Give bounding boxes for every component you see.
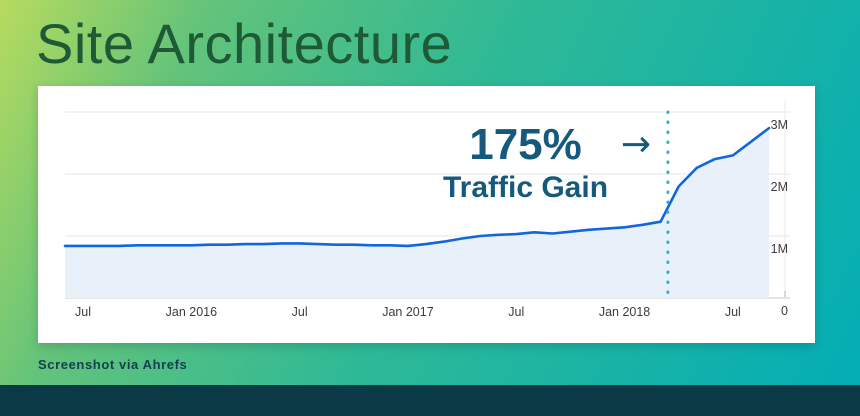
percent-value: 175% xyxy=(469,120,582,169)
traffic-gain-annotation: 175% → Traffic Gain xyxy=(418,120,651,204)
traffic-area-chart: Jul Jan 2016 Jul Jan 2017 Jul Jan 2018 Jul 3M 2M… xyxy=(63,100,790,319)
y-tick-label: 1M xyxy=(771,242,788,256)
area-fill xyxy=(65,128,769,298)
page-title: Site Architecture xyxy=(36,12,453,75)
x-tick-label: Jul xyxy=(725,305,741,319)
y-tick-label: 2M xyxy=(771,180,788,194)
y-tick-label: 3M xyxy=(771,118,788,132)
percent-row: 175% → xyxy=(418,120,651,169)
x-tick-label: Jan 2017 xyxy=(382,305,433,319)
bottom-bar xyxy=(0,385,860,416)
source-caption: Screenshot via Ahrefs xyxy=(38,357,188,372)
x-tick-label: Jul xyxy=(75,305,91,319)
arrow-right-icon: → xyxy=(620,124,651,165)
chart-card: Jul Jan 2016 Jul Jan 2017 Jul Jan 2018 Jul 3M 2M… xyxy=(38,86,815,343)
traffic-gain-label: Traffic Gain xyxy=(442,171,609,204)
x-tick-label: Jul xyxy=(508,305,524,319)
traffic-line xyxy=(63,126,771,248)
x-tick-label: Jul xyxy=(292,305,308,319)
x-tick-label: Jan 2018 xyxy=(599,305,650,319)
y-tick-label: 0 xyxy=(781,304,788,318)
x-tick-label: Jan 2016 xyxy=(166,305,217,319)
